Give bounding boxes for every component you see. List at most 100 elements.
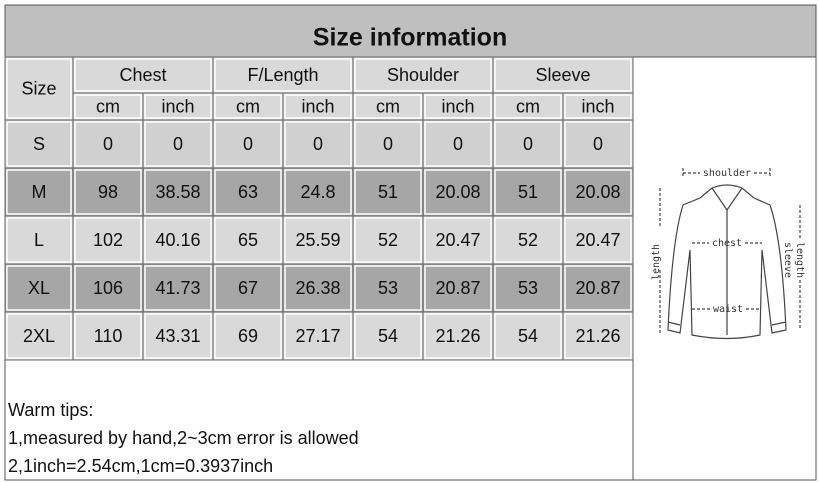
sleeve-label: sleeve (782, 242, 793, 278)
value-cell: 0 (593, 134, 603, 154)
chest-label: chest (712, 238, 742, 249)
cell (492, 92, 564, 121)
value-cell: 65 (238, 230, 258, 250)
cell-bevel (74, 58, 212, 92)
cell-bevel (354, 58, 492, 92)
cell (72, 167, 144, 217)
cell-bevel (214, 313, 282, 359)
cell (142, 167, 214, 217)
cell-bevel (214, 121, 282, 167)
cell (562, 167, 634, 217)
value-cell: 20.87 (435, 278, 480, 298)
value-cell: 0 (173, 134, 183, 154)
unit-header: inch (581, 96, 614, 116)
value-cell: 69 (238, 326, 258, 346)
cell (4, 263, 74, 313)
cell-bevel (144, 217, 212, 263)
value-cell: 54 (518, 326, 538, 346)
cell-bevel (424, 121, 492, 167)
cell (422, 215, 494, 265)
cell (282, 311, 354, 361)
value-cell: 20.47 (435, 230, 480, 250)
cell-bevel (564, 121, 632, 167)
cell-bevel (6, 169, 72, 215)
shoulder-label: shoulder (703, 168, 751, 179)
group-header: F/Length (247, 65, 318, 85)
tip-line: 1,measured by hand,2~3cm error is allowe… (8, 428, 359, 448)
cell-bevel (494, 265, 562, 311)
cell-bevel (424, 94, 492, 119)
cell (142, 263, 214, 313)
value-cell: 26.38 (295, 278, 340, 298)
cell (562, 263, 634, 313)
value-cell: 25.59 (295, 230, 340, 250)
unit-header: cm (96, 96, 120, 116)
cell (212, 263, 284, 313)
value-cell: 52 (378, 230, 398, 250)
value-cell: 43.31 (155, 326, 200, 346)
cell (4, 167, 74, 217)
value-cell: 38.58 (155, 182, 200, 202)
cell-bevel (494, 169, 562, 215)
cell-bevel (354, 169, 422, 215)
group-header: Shoulder (387, 65, 459, 85)
value-cell: 0 (243, 134, 253, 154)
cell-bevel (564, 217, 632, 263)
cell (212, 167, 284, 217)
value-cell: 0 (453, 134, 463, 154)
cell (352, 167, 424, 217)
cell (72, 215, 144, 265)
size-cell: L (34, 230, 44, 250)
value-cell: 40.16 (155, 230, 200, 250)
cell-bevel (424, 169, 492, 215)
cell-bevel (424, 217, 492, 263)
sleeve-label: length (794, 242, 805, 278)
cell-bevel (494, 121, 562, 167)
size-header: Size (21, 78, 56, 98)
cell-bevel (494, 94, 562, 119)
cell-bevel (354, 265, 422, 311)
cell-bevel (284, 169, 352, 215)
value-cell: 41.73 (155, 278, 200, 298)
cell-bevel (284, 94, 352, 119)
shoulder-arrow (682, 168, 771, 178)
cell-bevel (284, 121, 352, 167)
cell-bevel (6, 121, 72, 167)
value-cell: 20.47 (575, 230, 620, 250)
value-cell: 52 (518, 230, 538, 250)
cell (352, 119, 424, 169)
cell-bevel (74, 265, 142, 311)
cell-bevel (214, 169, 282, 215)
cell (492, 263, 564, 313)
cell (422, 92, 494, 121)
unit-header: cm (236, 96, 260, 116)
size-cell: XL (28, 278, 50, 298)
cell-bevel (74, 169, 142, 215)
cell (282, 167, 354, 217)
cell-bevel (564, 313, 632, 359)
cell-bevel (144, 169, 212, 215)
cell (72, 311, 144, 361)
cell-bevel (564, 265, 632, 311)
cell (562, 311, 634, 361)
waist-label: waist (713, 304, 743, 315)
unit-header: inch (161, 96, 194, 116)
value-cell: 0 (313, 134, 323, 154)
value-cell: 53 (378, 278, 398, 298)
title-bar (4, 4, 817, 58)
cell (282, 119, 354, 169)
cell-bevel (74, 121, 142, 167)
value-cell: 54 (378, 326, 398, 346)
cell-bevel (284, 217, 352, 263)
tip-line: Warm tips: (8, 400, 93, 420)
size-cell: S (33, 134, 45, 154)
cell-bevel (354, 121, 422, 167)
cell-bevel (214, 94, 282, 119)
value-cell: 51 (378, 182, 398, 202)
cell (142, 215, 214, 265)
cell-bevel (6, 313, 72, 359)
cell (352, 263, 424, 313)
value-cell: 20.08 (435, 182, 480, 202)
cell-bevel (354, 313, 422, 359)
shirt-drawing (659, 168, 801, 340)
